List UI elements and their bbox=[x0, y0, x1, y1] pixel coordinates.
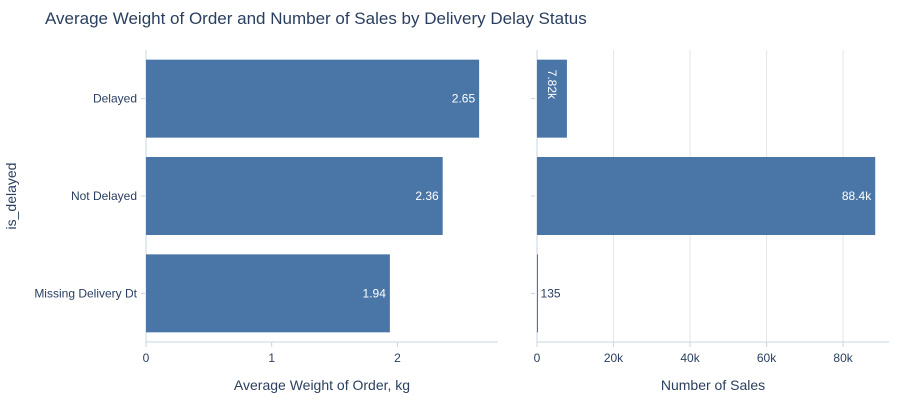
x-tick-label: 2 bbox=[394, 351, 401, 365]
x-tick-label: 1 bbox=[268, 351, 275, 365]
x-tick-label: 60k bbox=[757, 351, 777, 365]
bar bbox=[537, 157, 876, 235]
chart-title: Average Weight of Order and Number of Sa… bbox=[45, 9, 587, 28]
x-tick-label: 40k bbox=[680, 351, 700, 365]
bar bbox=[146, 157, 443, 235]
bar bbox=[537, 59, 567, 138]
x-tick-label: 20k bbox=[604, 351, 624, 365]
y-tick-label: Missing Delivery Dt bbox=[34, 286, 137, 300]
y-tick-label: Delayed bbox=[93, 92, 137, 106]
bar bbox=[537, 254, 538, 333]
bar bbox=[146, 59, 480, 138]
x-tick-label: 0 bbox=[143, 351, 150, 365]
bar bbox=[146, 254, 390, 333]
x-axis-title: Average Weight of Order, kg bbox=[234, 377, 410, 393]
bar-label: 1.94 bbox=[363, 286, 387, 300]
x-tick-label: 80k bbox=[833, 351, 853, 365]
x-axis-title: Number of Sales bbox=[661, 377, 765, 393]
x-tick-label: 0 bbox=[534, 351, 541, 365]
bar-label: 135 bbox=[541, 286, 561, 300]
bar-label: 7.82k bbox=[545, 70, 559, 100]
bar-label: 2.65 bbox=[452, 92, 476, 106]
bar-label: 2.36 bbox=[415, 189, 439, 203]
bar-label: 88.4k bbox=[842, 189, 872, 203]
y-axis-title: is_delayed bbox=[3, 163, 19, 230]
y-tick-label: Not Delayed bbox=[71, 189, 137, 203]
